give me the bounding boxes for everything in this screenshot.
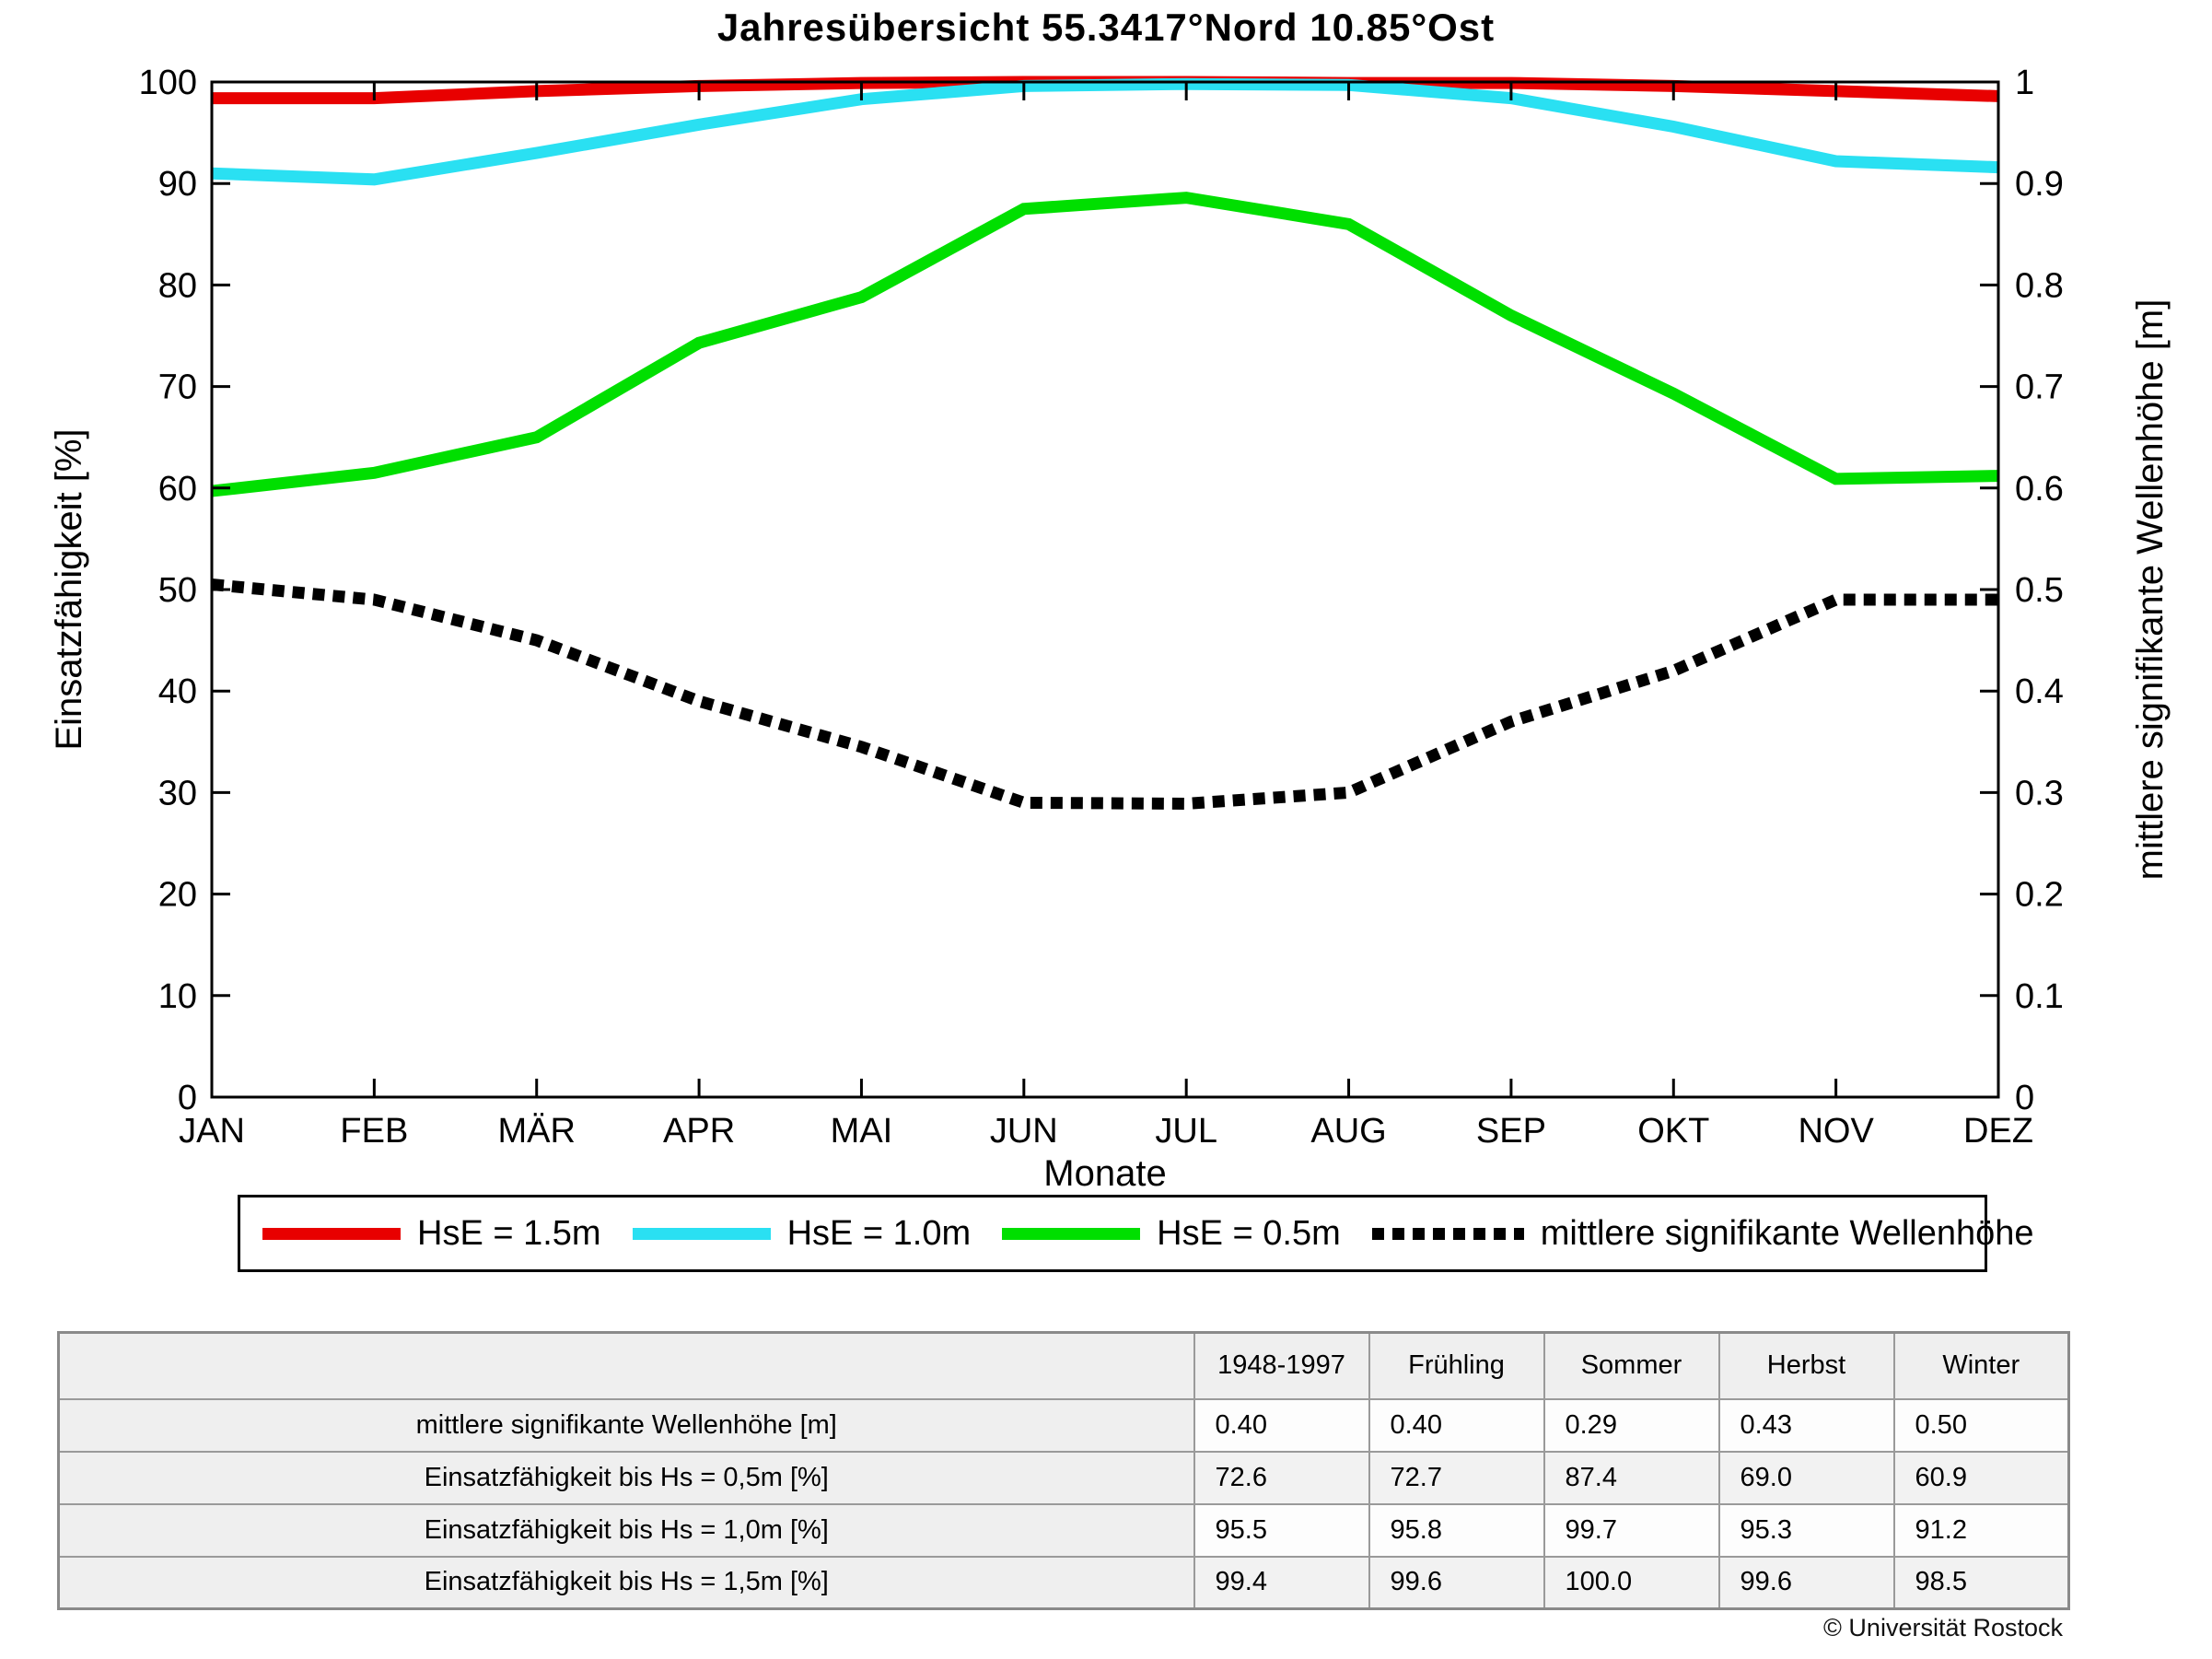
y-tick-label-left: 80: [158, 266, 197, 305]
table-cell: 95.5: [1193, 1502, 1370, 1558]
table-cell: 0.40: [1368, 1397, 1545, 1453]
legend-swatch-line-icon: [1002, 1227, 1141, 1240]
table-row-label: Einsatzfähigkeit bis Hs = 1,0m [%]: [57, 1502, 1195, 1558]
y-tick-label-right: 0.2: [2015, 876, 2064, 915]
table-row-label: Einsatzfähigkeit bis Hs = 1,5m [%]: [57, 1555, 1195, 1610]
month-label: AUG: [1310, 1112, 1386, 1151]
legend-label: HsE = 0.5m: [1157, 1213, 1341, 1253]
table-cell: 100.0: [1543, 1555, 1720, 1610]
y-axis-label-left: Einsatzfähigkeit [%]: [49, 428, 89, 750]
copyright-notice: © Universität Rostock: [1823, 1614, 2063, 1641]
table-cell: 91.2: [1892, 1502, 2070, 1558]
y-tick-label-right: 0.8: [2015, 266, 2064, 305]
month-label: JUL: [1155, 1112, 1217, 1151]
y-tick-label-right: 0.6: [2015, 470, 2064, 508]
y-tick-label-right: 0: [2015, 1079, 2034, 1117]
table-row: Einsatzfähigkeit bis Hs = 1,0m [%] 95.5 95…: [57, 1502, 2070, 1558]
legend-label: HsE = 1.5m: [417, 1213, 601, 1253]
table-cell: 69.0: [1717, 1450, 1895, 1505]
table-cell: 95.8: [1368, 1502, 1545, 1558]
plot-box: [210, 80, 2000, 1099]
legend-label: mittlere signifikante Wellenhöhe: [1540, 1213, 2034, 1253]
series-line-2-pct: [211, 192, 1999, 497]
legend-swatch-dotted-line-icon: [1371, 1227, 1524, 1240]
x-axis-label: Monate: [1043, 1153, 1166, 1194]
table-cell: 72.7: [1368, 1450, 1545, 1505]
y-tick-label-left: 90: [158, 165, 197, 204]
y-tick-label-right: 0.9: [2015, 165, 2064, 204]
legend-label: HsE = 1.0m: [786, 1213, 972, 1253]
table-cell: 72.6: [1193, 1450, 1370, 1505]
table-row: Einsatzfähigkeit bis Hs = 1,5m [%] 99.4 99…: [57, 1555, 2070, 1610]
y-tick-label-left: 10: [158, 977, 197, 1016]
table-cell: 99.6: [1717, 1555, 1895, 1610]
chart-title: Jahresübersicht 55.3417°Nord 10.85°Ost: [716, 6, 1496, 49]
table-cell: 60.9: [1892, 1450, 2070, 1505]
chart-legend: HsE = 1.5m HsE = 1.0m HsE = 0.5m mittlere s…: [238, 1195, 2034, 1272]
y-tick-label-left: 0: [178, 1079, 197, 1117]
y-tick-label-right: 1: [2015, 64, 2034, 102]
legend-swatch-line-icon: [632, 1227, 771, 1240]
y-tick-label-left: 40: [158, 672, 197, 711]
y-tick-label-left: 50: [158, 571, 197, 610]
table-cell: 99.4: [1193, 1555, 1370, 1610]
table-row: Einsatzfähigkeit bis Hs = 0,5m [%] 72.6 72…: [57, 1450, 2070, 1505]
table-cell: 87.4: [1543, 1450, 1720, 1505]
table-cell: 0.29: [1543, 1397, 1720, 1453]
month-label: FEB: [340, 1112, 408, 1151]
y-tick-label-left: 70: [158, 368, 197, 407]
month-label: SEP: [1476, 1112, 1546, 1151]
table-body: mittlere signifikante Wellenhöhe [m] 0.40…: [57, 1397, 2070, 1610]
month-label: APR: [663, 1112, 735, 1151]
legend-item-3: mittlere signifikante Wellenhöhe: [1371, 1213, 2034, 1254]
seasonal-stats-table: 1948-1997 Frühling Sommer Herbst Winter mitt…: [57, 1331, 2070, 1610]
month-label: JUN: [990, 1112, 1058, 1151]
table-cell: 0.43: [1717, 1397, 1895, 1453]
table-row: mittlere signifikante Wellenhöhe [m] 0.40…: [57, 1397, 2070, 1453]
table-col-header: Frühling: [1368, 1331, 1545, 1400]
table-col-header: 1948-1997: [1193, 1331, 1370, 1400]
legend-swatch-line-icon: [262, 1227, 401, 1240]
table-cell: 98.5: [1892, 1555, 2070, 1610]
table-corner-cell: [57, 1331, 1195, 1400]
table-col-header: Herbst: [1717, 1331, 1895, 1400]
table-header: 1948-1997 Frühling Sommer Herbst Winter: [57, 1331, 2070, 1400]
month-label: OKT: [1637, 1112, 1709, 1151]
table-col-header: Winter: [1892, 1331, 2070, 1400]
y-tick-label-left: 60: [158, 470, 197, 508]
legend-item-0: HsE = 1.5m: [262, 1214, 601, 1254]
table-cell: 99.7: [1543, 1502, 1720, 1558]
y-axis-label-right: mittlere signifikante Wellenhöhe [m]: [2130, 299, 2171, 881]
y-tick-label-left: 100: [139, 64, 197, 102]
legend-item-2: HsE = 0.5m: [1002, 1214, 1341, 1254]
month-label: DEZ: [1963, 1112, 2033, 1151]
y-tick-label-left: 30: [158, 774, 197, 812]
month-label: NOV: [1798, 1112, 1874, 1151]
y-tick-label-right: 0.5: [2015, 571, 2064, 610]
y-tick-label-right: 0.4: [2015, 672, 2064, 711]
series-line-1-pct: [211, 77, 1999, 186]
table-row-label: mittlere signifikante Wellenhöhe [m]: [57, 1397, 1195, 1453]
y-tick-label-right: 0.7: [2015, 368, 2064, 407]
y-tick-label-right: 0.3: [2015, 774, 2064, 812]
month-label: MÄR: [498, 1112, 576, 1151]
table-cell: 99.6: [1368, 1555, 1545, 1610]
month-label: MAI: [831, 1112, 893, 1151]
table-cell: 0.40: [1193, 1397, 1370, 1453]
month-label: JAN: [179, 1112, 245, 1151]
table-row-label: Einsatzfähigkeit bis Hs = 0,5m [%]: [57, 1450, 1195, 1505]
y-tick-label-left: 20: [158, 876, 197, 915]
table-col-header: Sommer: [1543, 1331, 1720, 1400]
legend-item-1: HsE = 1.0m: [632, 1213, 972, 1254]
line-chart: JAN FEB MÄR APR MAI JUN JUL AUG SEP OKT NOV DEZ0102…: [49, 64, 2171, 1194]
table-cell: 95.3: [1717, 1502, 1895, 1558]
y-tick-label-right: 0.1: [2015, 977, 2064, 1016]
series-line-3-wave: [211, 578, 1998, 811]
table-cell: 0.50: [1892, 1397, 2070, 1453]
